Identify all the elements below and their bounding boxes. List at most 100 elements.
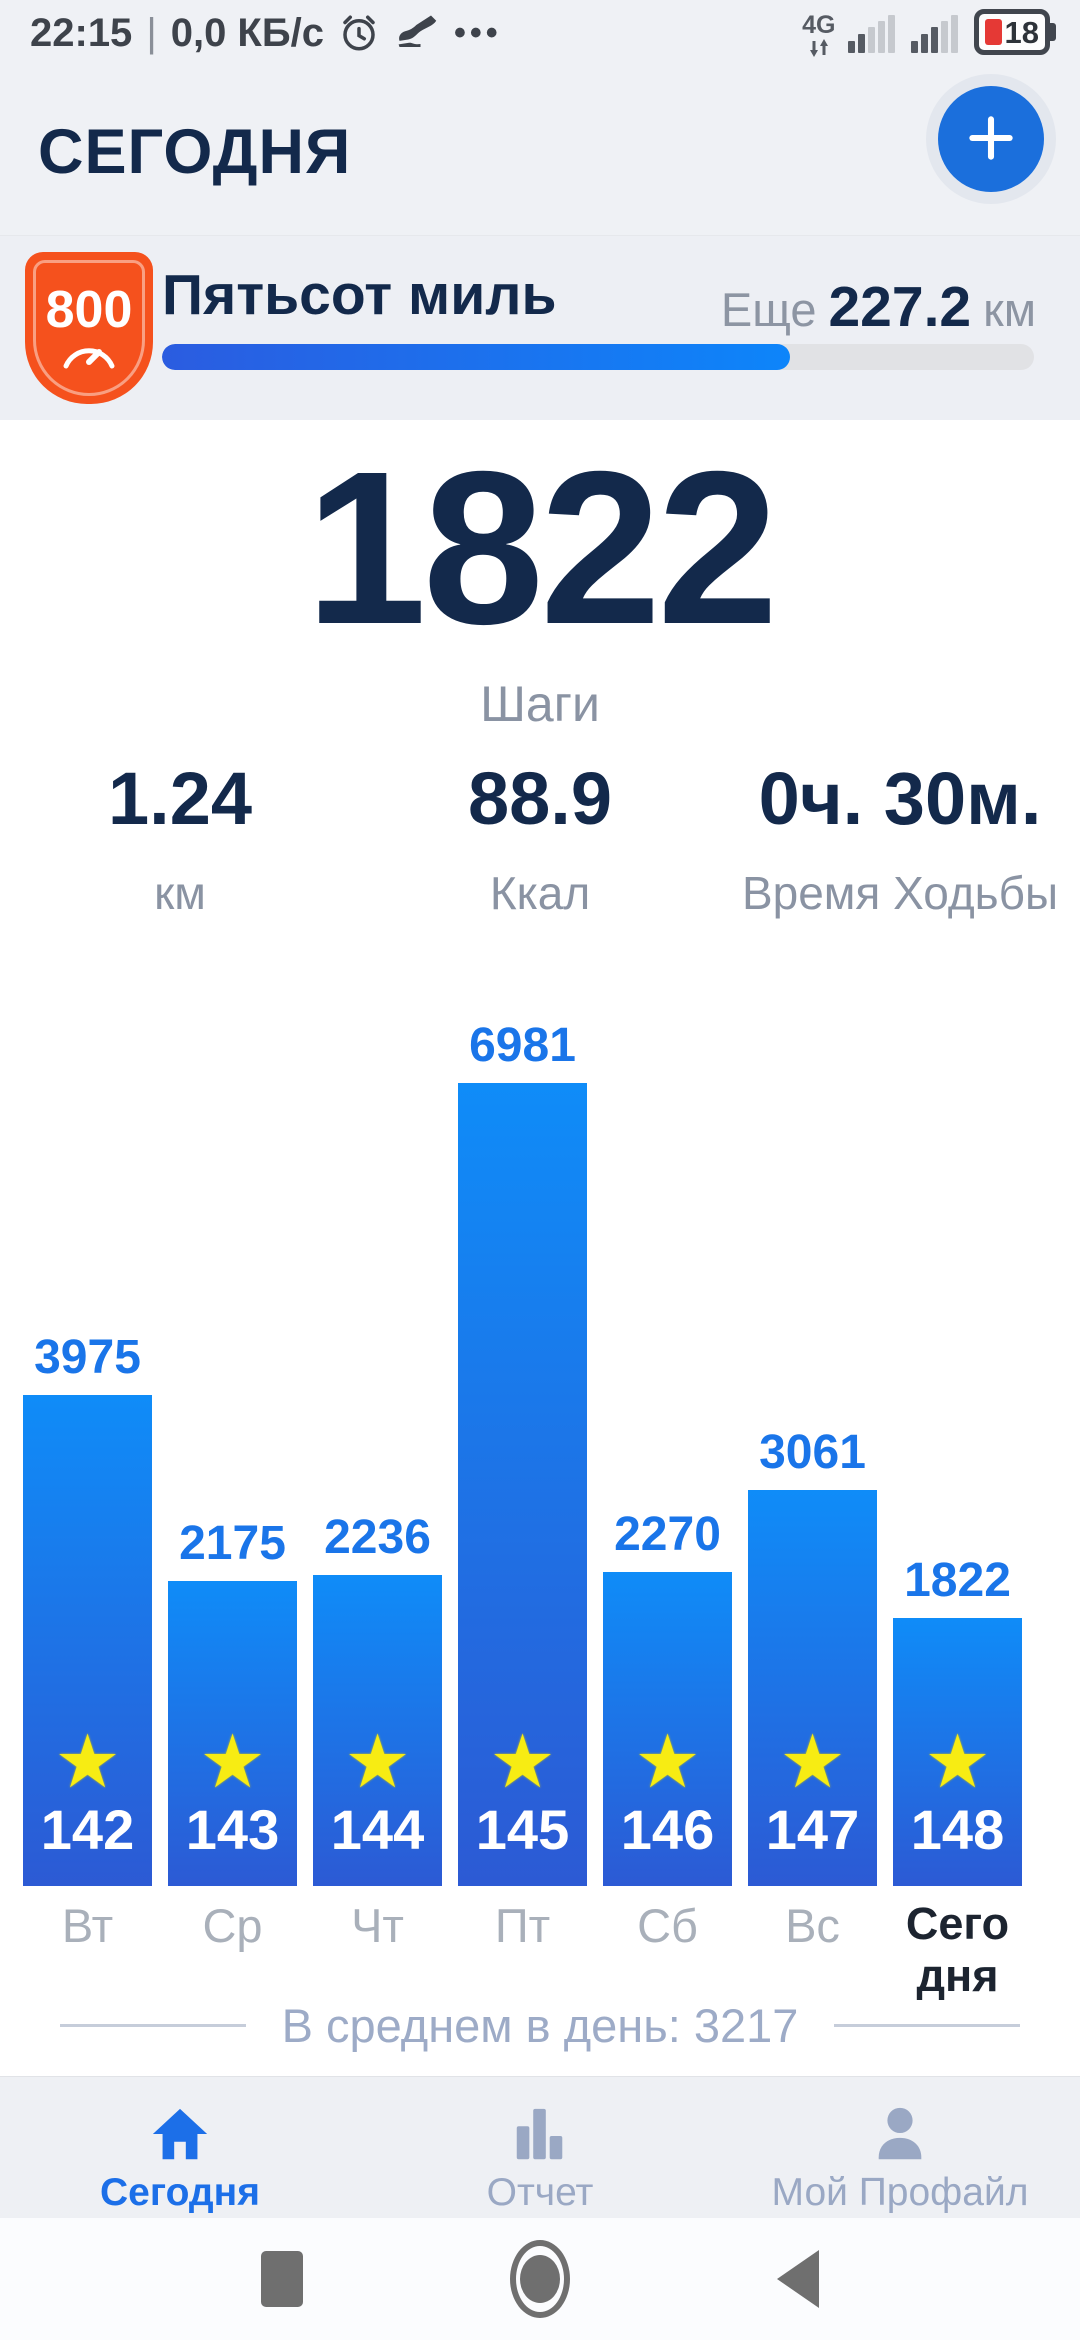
challenge-badge-value: 800	[45, 280, 133, 339]
plus-icon	[963, 110, 1019, 169]
stat-calories-label: Ккал	[489, 867, 591, 919]
chart-bar-column-Вс[interactable]: 3061 ★ 147 Вс	[748, 1429, 877, 1962]
home-nav-button[interactable]	[504, 2240, 576, 2318]
battery-percent: 18	[1004, 14, 1039, 50]
bar-chart-icon	[509, 2091, 571, 2165]
challenge-remaining: Еще 227.2 км	[721, 274, 1036, 340]
bar-value-label: 2236	[324, 1511, 431, 1564]
chart-bar-column-Чт[interactable]: 2236 ★ 144 Чт	[313, 1514, 442, 1962]
status-right: 4G 18	[802, 9, 1056, 57]
day-number-badge: 142	[40, 1798, 135, 1862]
bar-value-label: 2175	[179, 1517, 286, 1570]
steps-bar: ★ 146	[603, 1572, 732, 1886]
chart-bar-column-Ср[interactable]: 2175 ★ 143 Ср	[168, 1520, 297, 1962]
bar-value-label: 6981	[469, 1019, 576, 1072]
remaining-value: 227.2	[828, 275, 972, 339]
home-circle-icon	[510, 2240, 570, 2318]
add-button[interactable]	[938, 86, 1044, 192]
status-separator: |	[146, 10, 157, 55]
day-number-badge: 143	[185, 1798, 280, 1862]
chart-bar-column-Сб[interactable]: 2270 ★ 146 Сб	[603, 1511, 732, 1962]
gauge-icon	[58, 336, 120, 375]
stat-distance-label: км	[154, 867, 206, 919]
stat-calories-value: 88.9	[467, 757, 613, 840]
android-nav-bar	[0, 2218, 1080, 2340]
person-icon	[869, 2091, 931, 2165]
remaining-unit: км	[983, 283, 1036, 336]
back-button[interactable]	[762, 2243, 834, 2315]
battery-nub	[1050, 23, 1056, 41]
challenge-progress-fill	[162, 344, 790, 370]
challenge-progress-track	[162, 344, 1034, 370]
bar-value-label: 1822	[904, 1554, 1011, 1607]
star-icon: ★	[344, 1719, 411, 1803]
nav-item-profile[interactable]: Мой Профайл	[720, 2077, 1080, 2218]
day-label-Пт: Пт	[494, 1899, 551, 1952]
day-number-badge: 146	[620, 1798, 715, 1862]
steps-bar: ★ 147	[748, 1490, 877, 1886]
network-speed: 0,0 КБ/с	[170, 10, 324, 55]
recents-square-icon	[261, 2251, 303, 2307]
star-icon: ★	[489, 1719, 556, 1803]
status-more-dots: •••	[453, 13, 502, 52]
challenge-banner[interactable]: 800 Пятьсот миль Еще 227.2 км	[0, 235, 1080, 420]
nav-label-today: Сегодня	[100, 2171, 260, 2214]
signal-bars-icon-sim2	[910, 15, 958, 57]
day-label-Вт: Вт	[61, 1899, 114, 1952]
stat-walk-time: 0ч. 30м. Время Ходьбы	[720, 762, 1080, 920]
day-label-Сб: Сб	[637, 1899, 698, 1952]
steps-bar: ★ 142	[23, 1395, 152, 1886]
nav-item-report[interactable]: Отчет	[360, 2077, 720, 2218]
average-row: В среднем в день: 3217	[0, 1998, 1080, 2053]
day-number-badge: 148	[910, 1798, 1005, 1862]
day-label-Сегодня: Сегодня	[905, 1898, 1010, 2001]
star-icon: ★	[54, 1719, 121, 1803]
day-number-badge: 147	[765, 1798, 860, 1862]
day-label-Вс: Вс	[785, 1899, 840, 1952]
status-left: 22:15 | 0,0 КБ/с •••	[30, 11, 502, 56]
steps-value: 1822	[305, 427, 779, 670]
page-title: СЕГОДНЯ	[38, 117, 352, 187]
day-number-badge: 145	[475, 1798, 570, 1862]
average-text: В среднем в день: 3217	[281, 1999, 799, 2052]
stat-walk-time-label: Время Ходьбы	[741, 867, 1059, 919]
network-type-label: 4G	[802, 11, 836, 39]
day-number-badge: 144	[330, 1798, 425, 1862]
steps-bar: ★ 145	[458, 1083, 587, 1886]
day-label-Чт: Чт	[351, 1899, 404, 1952]
nav-item-today[interactable]: Сегодня	[0, 2077, 360, 2218]
battery-fill	[984, 19, 1002, 45]
chart-bar-column-Сегодня[interactable]: 1822 ★ 148 Сегодня	[893, 1554, 1022, 2001]
weekly-steps-chart: 3975 ★ 142 Вт 2175 ★ 143 Ср 2236 ★ 144 Чт 6981 ★ 145 Пт…	[23, 1022, 1022, 2001]
app-header: СЕГОДНЯ	[0, 66, 1080, 235]
average-divider-right	[834, 2024, 1021, 2027]
bottom-nav: Сегодня Отчет Мой Профайл	[0, 2076, 1080, 2218]
shoe-step-icon	[394, 12, 440, 54]
stat-calories: 88.9 Ккал	[360, 762, 720, 920]
battery-icon: 18	[973, 9, 1056, 55]
home-icon	[149, 2091, 211, 2165]
recents-button[interactable]	[246, 2243, 318, 2315]
chart-bar-column-Пт[interactable]: 6981 ★ 145 Пт	[458, 1022, 587, 1962]
average-divider-left	[59, 2024, 246, 2027]
day-label-Ср: Ср	[202, 1899, 263, 1952]
stat-walk-time-value: 0ч. 30м.	[758, 757, 1042, 840]
steps-bar: ★ 143	[168, 1581, 297, 1886]
nav-label-profile: Мой Профайл	[771, 2171, 1029, 2214]
steps-label: Шаги	[480, 676, 600, 732]
chart-bar-column-Вт[interactable]: 3975 ★ 142 Вт	[23, 1334, 152, 1962]
stat-distance-value: 1.24	[107, 757, 253, 840]
challenge-badge: 800	[25, 252, 153, 404]
star-icon: ★	[634, 1719, 701, 1803]
back-triangle-icon	[777, 2250, 819, 2308]
status-bar: 22:15 | 0,0 КБ/с ••• 4G	[0, 0, 1080, 66]
steps-bar: ★ 144	[313, 1575, 442, 1886]
bar-value-label: 3975	[34, 1331, 141, 1384]
star-icon: ★	[199, 1719, 266, 1803]
challenge-title: Пятьсот миль	[162, 263, 557, 327]
remaining-prefix: Еще	[720, 283, 817, 336]
alarm-clock-icon	[338, 12, 380, 54]
nav-label-report: Отчет	[486, 2171, 594, 2214]
star-icon: ★	[924, 1719, 991, 1803]
